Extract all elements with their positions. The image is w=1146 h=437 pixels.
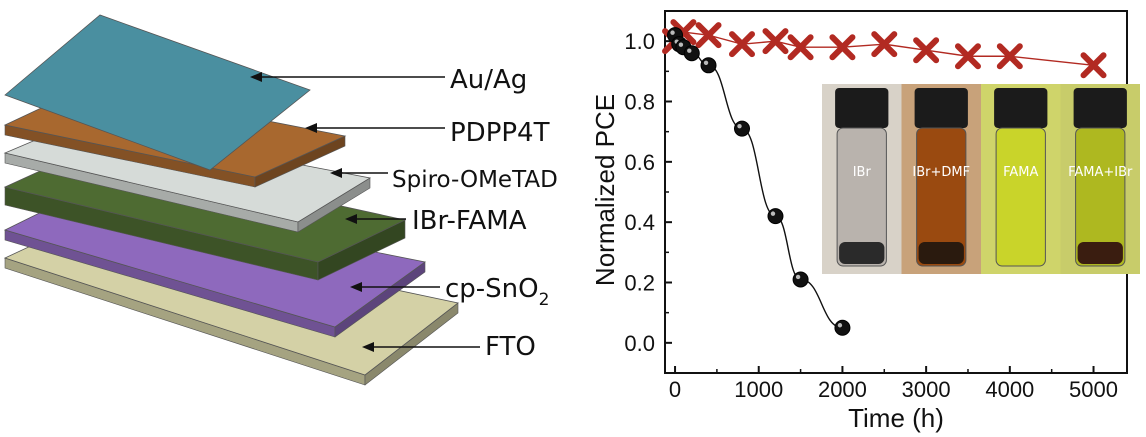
circle-marker-highlight xyxy=(703,60,709,65)
vial-cap-icon xyxy=(835,88,889,128)
x-tick-label-3000: 3000 xyxy=(902,377,951,402)
vial-cap-icon xyxy=(914,88,968,128)
arrow-head-spiro xyxy=(330,168,342,178)
x-axis-title: Time (h) xyxy=(848,403,944,433)
vial-label: FAMA+IBr xyxy=(1068,165,1133,180)
arrow-head-fto xyxy=(362,342,374,352)
vial-label: IBr+DMF xyxy=(912,165,970,180)
cross-stroke xyxy=(954,43,981,70)
layer-label-au-ag: Au/Ag xyxy=(450,65,527,95)
vial-cap-icon xyxy=(1073,88,1127,128)
cross-stroke xyxy=(871,31,898,58)
circle-marker xyxy=(700,57,717,74)
arrow-head-ibr-fama xyxy=(345,214,357,224)
cross-stroke xyxy=(996,43,1023,70)
layer-label-ibr-fama: IBr-FAMA xyxy=(412,206,527,236)
circle-marker xyxy=(683,45,700,62)
cross-marker xyxy=(762,28,789,55)
cross-stroke xyxy=(829,34,856,61)
circle-marker xyxy=(834,319,851,336)
cross-stroke xyxy=(729,31,755,58)
cross-stroke xyxy=(787,34,814,61)
series-layer xyxy=(662,19,1107,336)
cross-marker xyxy=(1080,52,1107,79)
cross-stroke xyxy=(695,22,722,49)
cross-marker xyxy=(787,34,814,61)
stack-layers xyxy=(3,14,459,386)
y-tick-label-0.8: 0.8 xyxy=(624,90,655,115)
layer-label-fto: FTO xyxy=(485,332,536,362)
vial-label: FAMA xyxy=(1003,165,1038,180)
circle-marker-highlight xyxy=(687,48,692,53)
vial-sediment-icon xyxy=(1077,242,1123,264)
circle-marker-highlight xyxy=(770,211,776,216)
vial-sediment-icon xyxy=(839,242,885,264)
y-tick-label-0.6: 0.6 xyxy=(624,150,655,175)
x-tick-label-1000: 1000 xyxy=(734,377,783,402)
pce-stability-chart: 0 1000 2000 3000 4000 5000 0.0 0.2 0.4 0.6 0.8 1.0… xyxy=(590,10,1140,433)
cross-marker xyxy=(996,43,1023,70)
circle-marker xyxy=(792,271,809,288)
y-tick-label-1.0: 1.0 xyxy=(624,29,655,54)
arrow-head-cp-sno2 xyxy=(350,282,362,292)
circle-marker xyxy=(734,120,750,137)
cross-marker xyxy=(871,31,898,58)
device-stack-diagram: Au/Ag PDPP4T Spiro-OMeTAD IBr-FAMA cp-Sn… xyxy=(3,14,558,386)
x-tick-label-4000: 4000 xyxy=(985,377,1034,402)
layer-top-au-ag xyxy=(4,14,311,171)
vial-sediment-icon xyxy=(918,242,964,264)
layer-label-cp-sno2: cp-SnO2 xyxy=(445,274,549,310)
cross-stroke xyxy=(1080,52,1107,79)
x-tick-label-2000: 2000 xyxy=(818,377,867,402)
arrow-head-au-ag xyxy=(250,72,262,82)
y-tick-label-0.4: 0.4 xyxy=(624,210,655,235)
circle-marker-highlight xyxy=(670,30,675,35)
y-tick-label-0.0: 0.0 xyxy=(624,331,655,356)
arrow-head-pdpp4t xyxy=(305,123,317,133)
stack-arrows xyxy=(250,72,480,352)
layer-label-spiro: Spiro-OMeTAD xyxy=(392,167,558,193)
cross-marker xyxy=(954,43,981,70)
vial-body-icon xyxy=(836,127,887,267)
y-axis: 0.0 0.2 0.4 0.6 0.8 1.0 xyxy=(624,29,672,356)
x-tick-label-5000: 5000 xyxy=(1069,377,1118,402)
circle-marker-highlight xyxy=(837,323,843,328)
circle-marker-highlight xyxy=(737,123,742,129)
vial-cap-icon xyxy=(994,88,1048,128)
circle-marker xyxy=(767,208,784,225)
fit-curve-circle-series xyxy=(674,34,843,329)
cross-marker xyxy=(695,22,722,49)
layer-label-pdpp4t: PDPP4T xyxy=(450,118,550,148)
y-axis-title: Normalized PCE xyxy=(590,94,620,286)
cross-marker xyxy=(829,34,856,61)
circle-marker-highlight xyxy=(795,274,801,280)
stack-labels: Au/Ag PDPP4T Spiro-OMeTAD IBr-FAMA cp-Sn… xyxy=(392,65,558,362)
y-tick-label-0.2: 0.2 xyxy=(624,271,655,296)
x-axis: 0 1000 2000 3000 4000 5000 xyxy=(669,366,1118,402)
circle-marker-highlight xyxy=(678,42,684,47)
vial-body-icon xyxy=(1075,127,1126,267)
inset-photo: IBr IBr+DMF FAMA FAMA+IBr xyxy=(822,84,1140,274)
vial-body-icon xyxy=(995,127,1046,267)
cross-stroke xyxy=(913,37,940,64)
cross-marker xyxy=(729,31,755,58)
vial-body-icon xyxy=(916,127,967,267)
x-tick-label-0: 0 xyxy=(669,377,681,402)
cross-marker xyxy=(913,37,940,64)
vial-label: IBr xyxy=(853,165,872,180)
vial-sediment-icon xyxy=(998,242,1044,264)
cross-stroke xyxy=(762,28,789,55)
